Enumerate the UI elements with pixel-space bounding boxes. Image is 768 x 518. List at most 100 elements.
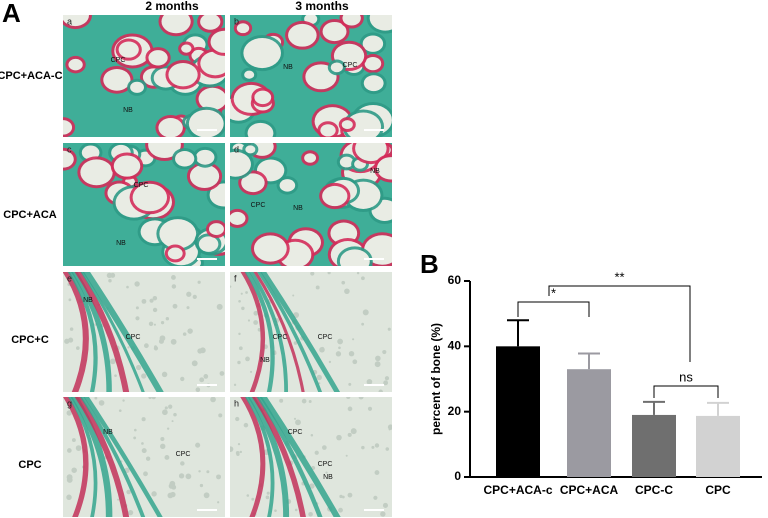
tissue-streak: [240, 397, 266, 517]
cell: [132, 183, 168, 212]
tissue-streak: [83, 397, 163, 517]
cell: [245, 145, 256, 154]
scale-bar: [197, 258, 217, 260]
speck: [352, 359, 358, 365]
speck: [133, 436, 137, 440]
speck: [240, 292, 243, 295]
x-tick-label: CPC+ACA: [560, 483, 619, 497]
speck: [253, 310, 259, 316]
speck: [199, 347, 206, 354]
panel-letter: c: [67, 144, 72, 154]
speck: [206, 470, 210, 474]
tissue-streak: [260, 272, 341, 392]
scale-bar: [364, 384, 384, 386]
speck: [148, 321, 154, 327]
cell: [210, 30, 225, 53]
speck: [75, 445, 82, 451]
speck: [76, 346, 80, 350]
tissue-label: CPC: [273, 334, 288, 341]
speck: [197, 280, 201, 284]
cell: [189, 164, 220, 188]
speck: [170, 338, 177, 345]
speck: [235, 416, 240, 422]
speck: [350, 428, 357, 435]
speck: [310, 434, 314, 437]
speck: [152, 307, 158, 313]
speck: [235, 451, 240, 455]
micrograph-content: [230, 143, 392, 266]
speck: [134, 281, 140, 287]
speck: [180, 376, 185, 382]
micrograph: c CPC NB: [63, 143, 225, 266]
cell: [63, 150, 74, 168]
speck: [135, 364, 142, 371]
cell: [320, 124, 336, 137]
speck: [356, 272, 360, 275]
cell: [322, 21, 347, 42]
cell: [341, 120, 353, 129]
tissue-label: NB: [260, 357, 270, 364]
tissue-streak: [70, 397, 113, 517]
speck: [127, 346, 130, 349]
scale-bar: [197, 129, 217, 131]
speck: [336, 434, 342, 441]
cell: [355, 143, 387, 162]
speck: [321, 346, 324, 350]
cell: [376, 157, 392, 180]
speck: [141, 448, 147, 454]
speck: [180, 461, 185, 466]
cell: [195, 149, 215, 165]
tissue-label: CPC: [343, 62, 358, 69]
speck: [230, 285, 232, 288]
cell: [103, 68, 131, 91]
speck: [345, 454, 348, 457]
speck: [293, 341, 298, 345]
cell: [118, 41, 139, 58]
speck: [352, 338, 355, 341]
cell: [159, 219, 197, 249]
speck: [199, 377, 205, 383]
cell: [253, 235, 287, 262]
tissue-streak: [240, 272, 266, 392]
speck: [310, 272, 315, 276]
cell: [148, 50, 168, 66]
tissue-label: NB: [293, 205, 303, 212]
speck: [250, 370, 253, 373]
significance-label: ns: [679, 369, 693, 384]
speck: [171, 275, 176, 280]
tissue-label: CPC: [134, 182, 149, 189]
speck: [68, 337, 74, 343]
speck: [245, 291, 248, 294]
speck: [135, 306, 139, 310]
speck: [366, 379, 373, 385]
row-label: CPC: [18, 459, 41, 471]
y-axis-label: percent of bone (%): [429, 323, 443, 435]
cell: [363, 75, 384, 92]
speck: [238, 346, 243, 351]
speck: [69, 327, 74, 331]
significance-bracket: [653, 385, 719, 398]
speck: [346, 397, 351, 400]
y-tick-label: 0: [454, 469, 461, 483]
cell: [369, 15, 392, 31]
row-label: CPC+ACA: [3, 209, 57, 221]
speck: [195, 387, 201, 392]
speck: [106, 272, 113, 279]
micrograph-content: [63, 15, 225, 137]
speck: [321, 445, 327, 450]
cell: [68, 58, 83, 71]
cell: [330, 62, 343, 73]
speck: [153, 323, 156, 326]
speck: [66, 410, 72, 416]
cell: [362, 35, 384, 52]
speck: [199, 483, 204, 488]
speck: [117, 498, 120, 501]
tissue-streak: [63, 272, 89, 392]
tissue-streak: [244, 272, 275, 392]
tissue-label: NB: [370, 168, 380, 175]
tissue-streak: [74, 397, 130, 517]
cell: [243, 37, 281, 69]
tissue-streak: [247, 397, 290, 517]
cell: [247, 122, 274, 137]
speck: [375, 355, 381, 362]
